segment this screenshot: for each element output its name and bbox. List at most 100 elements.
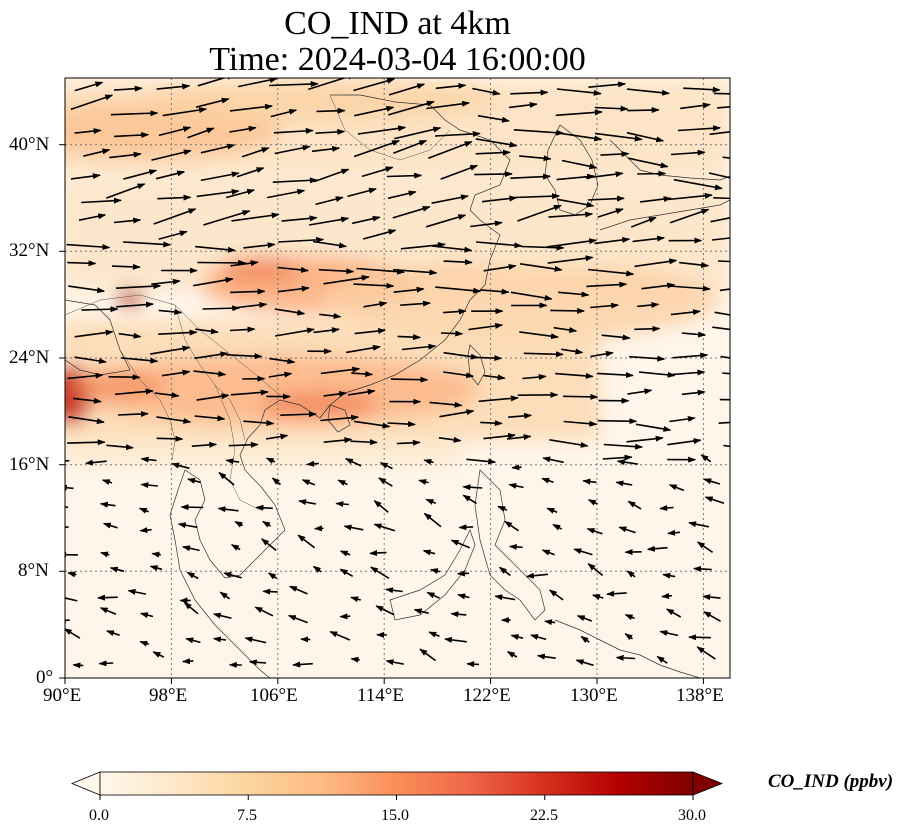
wind-arrow bbox=[339, 550, 351, 557]
wind-arrow bbox=[513, 129, 565, 136]
wind-arrow bbox=[450, 539, 471, 549]
wind-arrow bbox=[393, 286, 425, 293]
wind-arrow bbox=[573, 548, 593, 556]
wind-arrow bbox=[229, 326, 256, 333]
wind-arrow bbox=[400, 242, 446, 250]
wind-arrow bbox=[154, 392, 180, 399]
wind-arrow bbox=[270, 108, 298, 118]
wind-arrow bbox=[696, 646, 716, 660]
wind-arrow bbox=[719, 288, 730, 292]
wind-arrow bbox=[275, 327, 315, 337]
wind-arrow bbox=[426, 100, 470, 110]
wind-arrow bbox=[237, 78, 278, 88]
wind-arrow bbox=[514, 193, 561, 200]
wind-arrow bbox=[669, 415, 696, 423]
wind-arrow bbox=[478, 395, 519, 403]
wind-arrow bbox=[200, 171, 240, 182]
wind-arrow bbox=[158, 230, 188, 240]
wind-arrow bbox=[84, 459, 107, 466]
x-tick-label: 90°E bbox=[43, 685, 82, 706]
wind-arrow bbox=[361, 166, 394, 178]
wind-arrow bbox=[580, 635, 590, 644]
wind-arrow bbox=[597, 418, 638, 425]
wind-arrow bbox=[197, 259, 247, 266]
wind-arrow bbox=[508, 483, 524, 489]
wind-arrow bbox=[265, 433, 289, 440]
wind-arrow bbox=[668, 484, 685, 492]
wind-arrow bbox=[523, 351, 564, 358]
colorbar-tick-label: 22.5 bbox=[530, 807, 558, 824]
wind-arrow bbox=[109, 566, 125, 573]
wind-arrow bbox=[171, 462, 190, 470]
wind-arrow bbox=[353, 139, 401, 158]
wind-arrow bbox=[510, 634, 524, 640]
wind-arrow bbox=[162, 107, 208, 117]
wind-arrow bbox=[443, 371, 475, 379]
wind-arrow bbox=[680, 102, 711, 110]
wind-arrow bbox=[616, 459, 638, 466]
wind-arrow bbox=[626, 435, 664, 443]
wind-arrow bbox=[350, 596, 362, 603]
wind-arrow bbox=[508, 412, 533, 419]
wind-arrow bbox=[373, 523, 396, 532]
wind-arrow bbox=[225, 188, 256, 199]
wind-arrow bbox=[226, 353, 263, 360]
wind-arrow bbox=[236, 167, 265, 178]
colorbar-label: CO_IND (ppbv) bbox=[768, 771, 894, 792]
wind-arrow bbox=[261, 538, 277, 552]
wind-arrow bbox=[434, 130, 481, 137]
wind-arrow bbox=[557, 132, 603, 142]
wind-arrow bbox=[600, 151, 630, 158]
wind-arrow bbox=[425, 498, 437, 505]
wind-arrow bbox=[394, 126, 442, 140]
wind-arrow bbox=[481, 195, 518, 203]
wind-arrow bbox=[510, 89, 549, 96]
wind-arrow bbox=[123, 169, 158, 180]
wind-arrow bbox=[688, 634, 711, 641]
wind-arrow bbox=[457, 593, 470, 600]
wind-arrow bbox=[710, 216, 730, 223]
wind-arrow bbox=[118, 332, 142, 339]
wind-arrow bbox=[428, 631, 440, 638]
wind-arrow bbox=[140, 456, 157, 463]
wind-arrow bbox=[558, 291, 590, 298]
wind-arrow bbox=[594, 105, 629, 112]
wind-arrow bbox=[98, 660, 114, 667]
wind-arrow bbox=[123, 241, 172, 248]
wind-arrow bbox=[587, 195, 625, 202]
wind-arrow bbox=[121, 357, 159, 364]
wind-arrow bbox=[277, 285, 310, 293]
wind-arrow bbox=[244, 636, 267, 644]
wind-arrow bbox=[262, 588, 278, 595]
wind-arrow bbox=[476, 241, 523, 249]
wind-arrow bbox=[665, 608, 682, 618]
wind-arrow bbox=[508, 543, 523, 550]
wind-arrow bbox=[709, 131, 730, 136]
wind-arrow bbox=[702, 594, 721, 601]
wind-arrow bbox=[550, 307, 586, 314]
wind-arrow bbox=[265, 457, 276, 464]
wind-arrow bbox=[272, 177, 318, 184]
wind-arrow bbox=[597, 208, 624, 218]
wind-arrow bbox=[673, 178, 723, 191]
wind-arrow bbox=[312, 240, 348, 249]
wind-arrow bbox=[590, 350, 614, 358]
wind-arrow bbox=[656, 655, 668, 664]
wind-arrow bbox=[156, 83, 191, 90]
wind-arrow bbox=[344, 457, 362, 467]
wind-arrow bbox=[700, 454, 712, 463]
wind-arrow bbox=[466, 458, 497, 465]
wind-arrow bbox=[429, 568, 441, 575]
wind-arrow bbox=[422, 549, 436, 556]
wind-arrow bbox=[186, 571, 199, 580]
wind-arrow bbox=[679, 261, 710, 269]
wind-arrow bbox=[346, 344, 381, 354]
x-tick-label: 138°E bbox=[676, 685, 724, 706]
wind-arrow bbox=[81, 306, 119, 313]
wind-vectors bbox=[65, 78, 730, 669]
wind-arrow bbox=[337, 479, 348, 486]
wind-arrow bbox=[548, 589, 564, 601]
wind-arrow bbox=[462, 494, 477, 505]
wind-arrow bbox=[97, 594, 118, 601]
wind-arrow bbox=[254, 606, 274, 617]
